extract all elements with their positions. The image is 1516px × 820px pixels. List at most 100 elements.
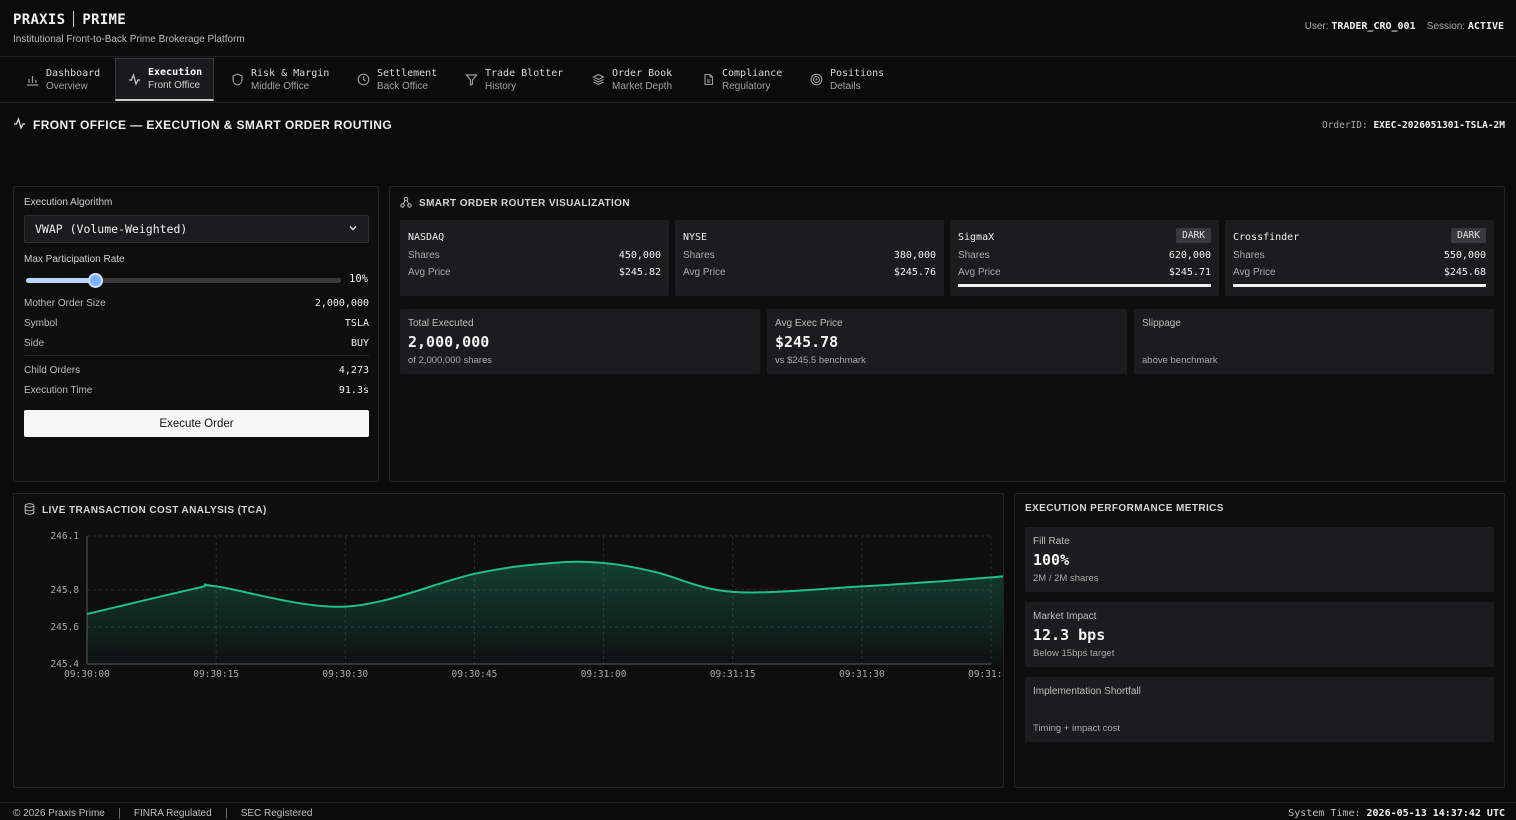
tab-subtitle: Middle Office bbox=[251, 80, 310, 92]
venue-price-value: $245.68 bbox=[1443, 267, 1486, 278]
metric-label: Market Impact bbox=[1033, 611, 1097, 622]
venue-fill bbox=[958, 284, 1211, 287]
total-executed-sub: of 2,000,000 shares bbox=[408, 355, 492, 366]
finra-label: FINRA Regulated bbox=[133, 808, 212, 819]
venue-price-row: Avg Price $245.82 bbox=[408, 267, 661, 278]
total-executed-card: Total Executed 2,000,000 of 2,000,000 sh… bbox=[400, 309, 760, 374]
algo-select[interactable]: VWAP (Volume-Weighted) bbox=[24, 215, 369, 243]
filter-icon bbox=[464, 73, 478, 87]
bar-chart-icon bbox=[25, 73, 39, 87]
slider-thumb[interactable] bbox=[88, 273, 104, 288]
tab-subtitle: History bbox=[485, 80, 517, 92]
x-tick-label: 09:30:00 bbox=[64, 669, 110, 680]
tab-subtitle: Details bbox=[830, 80, 861, 92]
execution-config-panel: Execution Algorithm VWAP (Volume-Weighte… bbox=[13, 186, 379, 482]
document-icon bbox=[701, 73, 715, 87]
tab-risk-margin[interactable]: Risk & Margin Middle Office bbox=[219, 57, 340, 102]
venue-shares-value: 620,000 bbox=[1168, 250, 1211, 261]
sec-label: SEC Registered bbox=[240, 808, 313, 819]
symbol-value: TSLA bbox=[344, 318, 369, 329]
venue-price-value: $245.82 bbox=[618, 267, 661, 278]
x-tick-label: 09:31:15 bbox=[710, 669, 756, 680]
venue-price-label: Avg Price bbox=[683, 267, 726, 278]
tab-compliance[interactable]: Compliance Regulatory bbox=[690, 57, 793, 102]
x-tick-label: 09:30:45 bbox=[452, 669, 498, 680]
venue-shares-row: Shares 450,000 bbox=[408, 250, 661, 261]
brand-name: PRAXIS bbox=[13, 12, 66, 28]
app-header: PRAXIS PRIME Institutional Front-to-Back … bbox=[0, 0, 1516, 57]
tab-subtitle: Market Depth bbox=[612, 80, 673, 92]
tab-dashboard[interactable]: Dashboard Overview bbox=[14, 57, 111, 102]
section-title: FRONT OFFICE — EXECUTION & SMART ORDER R… bbox=[13, 116, 392, 133]
execution-time-value: 91.3s bbox=[338, 385, 369, 396]
main-tabs: Dashboard Overview Execution Front Office … bbox=[0, 57, 1516, 103]
slippage-sub: above benchmark bbox=[1142, 355, 1218, 366]
venue-shares-label: Shares bbox=[1233, 250, 1265, 261]
tca-title: LIVE TRANSACTION COST ANALYSIS (TCA) bbox=[42, 505, 267, 516]
dark-pool-badge: DARK bbox=[1176, 228, 1211, 243]
tca-series-line bbox=[86, 560, 1003, 616]
y-tick-label: 245.8 bbox=[50, 585, 79, 596]
child-orders-value: 4,273 bbox=[338, 365, 369, 376]
tab-title: Positions bbox=[830, 67, 885, 79]
metric-label: Fill Rate bbox=[1033, 536, 1070, 547]
venue-card-crossfinder[interactable]: Crossfinder DARK Shares 550,000 Avg Price… bbox=[1225, 220, 1494, 296]
tab-title: Risk & Margin bbox=[251, 67, 330, 79]
x-tick-label: 09:31:30 bbox=[839, 669, 885, 680]
system-time: System Time: 2026-05-13 14:37:42 UTC bbox=[1288, 808, 1505, 819]
tab-execution[interactable]: Execution Front Office bbox=[115, 58, 215, 101]
y-tick-label: 246.1 bbox=[50, 531, 79, 542]
sor-title: SMART ORDER ROUTER VISUALIZATION bbox=[419, 198, 630, 209]
venue-shares-value: 450,000 bbox=[618, 250, 661, 261]
venue-shares-value: 550,000 bbox=[1443, 250, 1486, 261]
divider bbox=[24, 355, 369, 356]
venue-price-value: $245.76 bbox=[893, 267, 936, 278]
slider-fill bbox=[26, 278, 96, 283]
side-label: Side bbox=[24, 338, 45, 349]
order-id: OrderID: EXEC-2026051301-TSLA-2M bbox=[1322, 120, 1505, 131]
venue-card-nasdaq[interactable]: NASDAQ Shares 450,000 Avg Price $245.82 bbox=[400, 220, 669, 296]
tab-trade-blotter[interactable]: Trade Blotter History bbox=[453, 57, 574, 102]
execute-order-button[interactable]: Execute Order bbox=[24, 410, 369, 437]
session-info: User: TRADER_CRO_001 Session: ACTIVE bbox=[1305, 21, 1504, 32]
metric-sub: Timing + impact cost bbox=[1033, 723, 1121, 734]
user-value: TRADER_CRO_001 bbox=[1331, 21, 1416, 32]
venue-name: SigmaX bbox=[958, 232, 995, 243]
brand-suffix: PRIME bbox=[82, 12, 127, 28]
venue-fill bbox=[1233, 284, 1486, 287]
x-tick-label: 09:30:15 bbox=[193, 669, 239, 680]
child-orders-row: Child Orders 4,273 bbox=[24, 365, 369, 376]
symbol-label: Symbol bbox=[24, 318, 58, 329]
avg-exec-price-sub: vs $245.5 benchmark bbox=[775, 355, 866, 366]
tab-subtitle: Regulatory bbox=[722, 80, 771, 92]
user-label: User: bbox=[1304, 21, 1329, 32]
venue-name: NASDAQ bbox=[408, 232, 445, 243]
venue-shares-row: Shares 550,000 bbox=[1233, 250, 1486, 261]
avg-exec-price-value: $245.78 bbox=[775, 333, 839, 351]
metric-label: Implementation Shortfall bbox=[1033, 686, 1141, 697]
slippage-card: Slippage above benchmark bbox=[1134, 309, 1494, 374]
tca-panel-header: LIVE TRANSACTION COST ANALYSIS (TCA) bbox=[24, 503, 267, 518]
tca-chart: 246.1 245.8 245.6 245.4 09:30:00 09:30:15 09:… bbox=[50, 531, 1003, 680]
x-tick-label: 09:31:45 bbox=[968, 669, 1003, 680]
x-tick-label: 09:30:30 bbox=[322, 669, 368, 680]
venue-card-sigmax[interactable]: SigmaX DARK Shares 620,000 Avg Price $245.… bbox=[950, 220, 1219, 296]
venue-shares-label: Shares bbox=[958, 250, 990, 261]
dark-pool-badge: DARK bbox=[1451, 228, 1486, 243]
sor-panel-header: SMART ORDER ROUTER VISUALIZATION bbox=[400, 196, 630, 211]
venue-shares-row: Shares 380,000 bbox=[683, 250, 936, 261]
tab-settlement[interactable]: Settlement Back Office bbox=[345, 57, 448, 102]
tab-positions[interactable]: Positions Details bbox=[798, 57, 895, 102]
venue-name: NYSE bbox=[683, 232, 708, 243]
participation-slider[interactable] bbox=[26, 273, 341, 288]
metric-value: 12.3 bps bbox=[1033, 626, 1106, 644]
venue-card-nyse[interactable]: NYSE Shares 380,000 Avg Price $245.76 bbox=[675, 220, 944, 296]
system-time-value: 2026-05-13 14:37:42 UTC bbox=[1366, 808, 1505, 819]
tab-order-book[interactable]: Order Book Market Depth bbox=[580, 57, 683, 102]
sor-panel: SMART ORDER ROUTER VISUALIZATION NASDAQ … bbox=[389, 186, 1505, 482]
venue-shares-label: Shares bbox=[408, 250, 440, 261]
metrics-panel: EXECUTION PERFORMANCE METRICS Fill Rate … bbox=[1014, 493, 1505, 788]
metric-sub: 2M / 2M shares bbox=[1033, 573, 1099, 584]
tab-title: Settlement bbox=[377, 67, 438, 79]
metric-fill-rate: Fill Rate 100% 2M / 2M shares bbox=[1025, 527, 1494, 592]
